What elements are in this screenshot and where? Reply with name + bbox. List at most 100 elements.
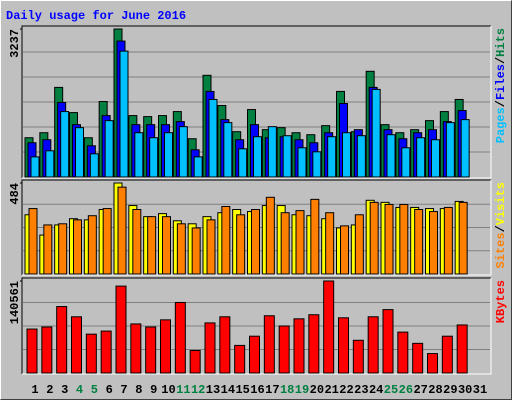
x-tick-label: 13 [206, 383, 220, 397]
bar [384, 203, 394, 275]
x-tick-label: 2 [46, 383, 53, 397]
bar [282, 135, 292, 178]
bar [75, 127, 84, 178]
bar [263, 315, 275, 374]
bar [367, 316, 379, 374]
bar [221, 206, 231, 275]
x-tick-label: 3 [61, 383, 68, 397]
bar [28, 208, 38, 275]
bar [251, 209, 260, 275]
bar [325, 212, 335, 275]
legend: KBytes [494, 280, 508, 323]
legend-entry: Sites [494, 232, 508, 268]
x-tick-label: 6 [106, 383, 113, 397]
x-tick-label: 16 [250, 383, 264, 397]
bar [278, 325, 290, 374]
bar [312, 151, 322, 178]
y-tick-label: 484 [8, 183, 22, 205]
bar [238, 148, 248, 178]
x-tick-label: 28 [428, 383, 442, 397]
bar [443, 206, 453, 275]
x-tick-label: 17 [265, 383, 279, 397]
bar [399, 203, 409, 275]
bar [193, 156, 203, 178]
bar [265, 196, 275, 275]
bar [352, 339, 364, 374]
bar [130, 323, 142, 374]
bar [342, 132, 351, 178]
bar [104, 120, 114, 178]
x-tick-label: 23 [354, 383, 368, 397]
legend-separator: / [494, 100, 508, 107]
bar [204, 322, 216, 374]
bar [87, 215, 97, 275]
x-tick-label: 8 [135, 383, 142, 397]
panel-shadow [21, 277, 491, 374]
bar [174, 301, 186, 374]
legend-entry: Hits [494, 28, 508, 57]
bar [147, 216, 157, 275]
bar [102, 208, 112, 275]
panel-shadow [21, 179, 491, 275]
x-tick-label: 12 [191, 383, 205, 397]
bar [458, 201, 468, 275]
x-tick-label: 22 [339, 383, 353, 397]
bar [206, 219, 216, 275]
bar [208, 98, 218, 178]
bar [189, 350, 201, 374]
bar [297, 147, 307, 178]
x-tick-label: 9 [150, 383, 157, 397]
bar [397, 331, 409, 374]
bar [412, 342, 424, 374]
panel-shadow [21, 25, 491, 178]
bar [60, 111, 70, 178]
bar [85, 333, 97, 374]
chart-title: Daily usage for June 2016 [6, 9, 186, 23]
bar [267, 126, 277, 178]
bar [327, 136, 337, 178]
legend-entry: Visits [494, 182, 508, 225]
x-tick-label: 24 [369, 383, 383, 397]
legend-entry: Pages [494, 107, 508, 143]
bar [427, 353, 438, 374]
bar [56, 306, 68, 374]
x-tick-label: 21 [324, 383, 338, 397]
x-tick-label: 10 [161, 383, 175, 397]
x-tick-label: 27 [413, 383, 427, 397]
x-tick-label: 26 [399, 383, 413, 397]
bar [164, 132, 173, 178]
bar [100, 330, 112, 374]
bar [369, 201, 379, 275]
bar [253, 136, 262, 178]
x-tick-label: 29 [443, 383, 457, 397]
bar [431, 139, 440, 178]
bar [43, 224, 53, 275]
bar [41, 326, 53, 374]
bar [295, 210, 305, 275]
x-tick-label: 19 [295, 383, 309, 397]
x-tick-label: 11 [176, 383, 190, 397]
bar [89, 153, 99, 178]
bar [115, 285, 127, 374]
bar [219, 316, 231, 374]
bar [401, 147, 411, 178]
bar [30, 156, 40, 178]
bar [308, 314, 320, 374]
bar [223, 122, 233, 178]
x-tick-label: 7 [120, 383, 127, 397]
bar [340, 225, 349, 275]
panel-highlight [22, 26, 492, 179]
y-tick-label: 140561 [8, 281, 22, 324]
bar [71, 316, 82, 374]
legend-entry: KBytes [494, 280, 508, 323]
bar [356, 135, 366, 178]
bar [416, 137, 426, 178]
legend-entry: Files [494, 64, 508, 100]
bar [236, 214, 246, 275]
bar [280, 212, 290, 275]
bar [234, 344, 246, 374]
bar [414, 209, 424, 275]
bar [117, 186, 127, 275]
legend: Pages/Files/Hits [494, 28, 508, 143]
